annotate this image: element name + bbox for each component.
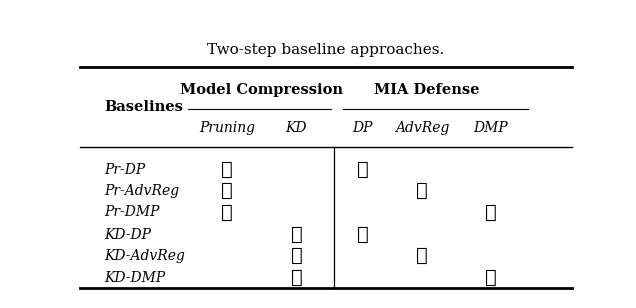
Text: ✓: ✓ [291,247,302,265]
Text: DP: DP [353,121,373,135]
Text: ✓: ✓ [357,161,369,179]
Text: AdvReg: AdvReg [395,121,449,135]
Text: ✓: ✓ [221,161,233,179]
Text: Pr-DP: Pr-DP [104,163,146,177]
Text: KD: KD [286,121,307,135]
Text: MIA Defense: MIA Defense [374,83,480,97]
Text: ✓: ✓ [357,226,369,244]
Text: ✓: ✓ [291,226,302,244]
Text: ✓: ✓ [485,204,497,221]
Text: ✓: ✓ [416,182,428,200]
Text: Two-step baseline approaches.: Two-step baseline approaches. [207,43,445,57]
Text: Pr-DMP: Pr-DMP [104,205,160,220]
Text: ✓: ✓ [221,204,233,221]
Text: Model Compression: Model Compression [181,83,343,97]
Text: Baselines: Baselines [104,100,183,114]
Text: ✓: ✓ [221,182,233,200]
Text: ✓: ✓ [291,269,302,287]
Text: KD-DP: KD-DP [104,228,151,242]
Text: DMP: DMP [474,121,508,135]
Text: Pruning: Pruning [199,121,256,135]
Text: KD-DMP: KD-DMP [104,271,165,285]
Text: ✓: ✓ [485,269,497,287]
Text: Pr-AdvReg: Pr-AdvReg [104,184,179,198]
Text: ✓: ✓ [416,247,428,265]
Text: KD-AdvReg: KD-AdvReg [104,249,185,263]
